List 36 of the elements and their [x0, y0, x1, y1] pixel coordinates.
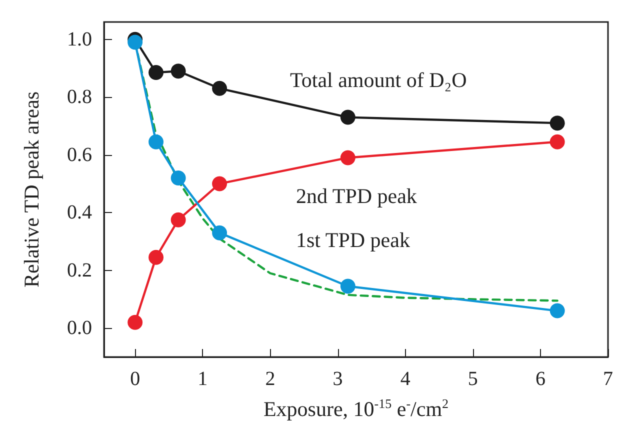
x-tick-label: 4: [400, 368, 410, 390]
point: [170, 64, 186, 79]
x-tick-label: 5: [468, 368, 478, 390]
y-tick-label: 0.4: [67, 202, 92, 224]
point: [550, 303, 565, 318]
point: [550, 116, 565, 131]
y-tick-label: 0.0: [67, 317, 92, 340]
point: [128, 314, 143, 330]
point: [550, 134, 565, 150]
y-tick-label: 0.8: [67, 86, 92, 108]
point: [340, 110, 356, 125]
series-label: 2nd TPD peak: [296, 184, 417, 209]
series-label: Total amount of D₂O: [290, 68, 467, 93]
point: [212, 80, 228, 96]
y-tick-label: 0.2: [67, 259, 92, 282]
x-tick-label: 2: [265, 368, 276, 390]
x-tick-label: 7: [603, 368, 613, 390]
point: [148, 65, 164, 80]
point: [212, 225, 228, 240]
x-axis-title: Exposure, 10$^{-15}$ e$^{-}$/cm$^{2}$: [262, 396, 450, 422]
x-tick-label: 6: [535, 368, 546, 390]
point: [148, 134, 164, 150]
y-tick-label: 0.6: [67, 144, 92, 166]
y-tick-label: 1.0: [67, 28, 92, 50]
series-label: 1st TPD peak: [296, 228, 410, 253]
x-tick-label: 1: [198, 368, 208, 390]
point: [148, 250, 164, 265]
point: [340, 150, 356, 166]
point: [128, 34, 143, 50]
x-tick-label: 3: [332, 368, 343, 390]
point: [170, 170, 186, 186]
point: [170, 212, 186, 228]
point: [212, 176, 228, 192]
point: [340, 278, 356, 294]
y-axis-title: Relative TD peak areas: [20, 91, 44, 288]
x-tick-label: 0: [130, 368, 140, 390]
